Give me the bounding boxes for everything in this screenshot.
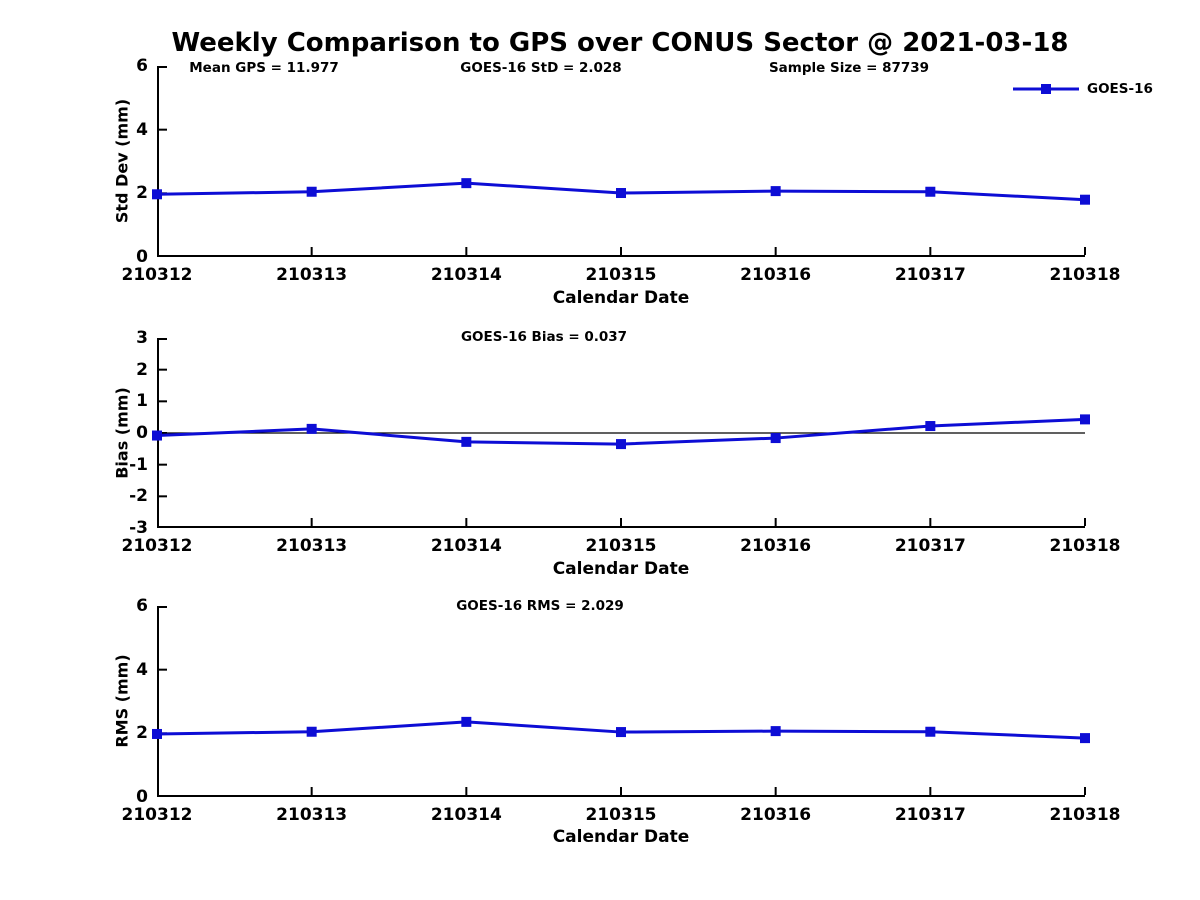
legend-line-marker-icon — [1013, 84, 1079, 94]
y-tick-label: 6 — [136, 56, 148, 76]
y-tick-label: 1 — [136, 391, 148, 412]
data-point-marker — [152, 728, 162, 739]
stat-mean-gps: Mean GPS = 11.977 — [189, 60, 339, 76]
x-tick-label: 210314 — [430, 805, 502, 825]
plot-area-bias — [152, 338, 1090, 528]
y-tick-label: 3 — [136, 328, 148, 348]
data-point-marker — [152, 189, 162, 200]
data-point-marker — [616, 439, 626, 450]
y-tick-label: 0 — [136, 423, 148, 443]
data-point-marker — [925, 726, 936, 737]
x-tick-label: 210317 — [894, 265, 966, 285]
x-axis-label-3: Calendar Date — [552, 827, 690, 847]
plot-area-rms — [152, 606, 1090, 797]
y-tick-label: 2 — [136, 723, 148, 744]
data-point-marker — [461, 436, 472, 447]
x-tick-label: 210318 — [1049, 536, 1121, 556]
x-tick-label: 210313 — [276, 265, 348, 285]
data-point-marker — [770, 433, 781, 444]
data-point-marker — [770, 726, 781, 737]
x-tick-label: 210314 — [430, 265, 502, 285]
x-tick-label: 210315 — [585, 536, 657, 556]
data-point-marker — [925, 421, 936, 432]
y-tick-label: 0 — [136, 247, 148, 267]
plot-area-stddev — [152, 66, 1090, 257]
x-tick-label: 210312 — [121, 805, 193, 825]
x-tick-label: 210317 — [894, 536, 966, 556]
x-tick-label: 210316 — [740, 536, 812, 556]
data-point-marker — [306, 186, 317, 197]
x-axis-label-2: Calendar Date — [552, 559, 690, 579]
x-tick-label: 210313 — [276, 805, 348, 825]
x-tick-label: 210316 — [740, 805, 812, 825]
y-tick-label: 6 — [136, 596, 148, 616]
data-point-marker — [461, 178, 472, 189]
stat-sample-size: Sample Size = 87739 — [768, 60, 930, 76]
stat-goes16-bias: GOES-16 Bias = 0.037 — [460, 329, 628, 345]
data-point-marker — [1080, 733, 1090, 744]
y-tick-label: 2 — [136, 359, 148, 380]
y-axis-label-stddev: Std Dev (mm) — [112, 98, 132, 224]
x-tick-label: 210318 — [1049, 805, 1121, 825]
y-tick-label: 4 — [136, 119, 148, 140]
x-tick-label: 210318 — [1049, 265, 1121, 285]
x-tick-label: 210313 — [276, 536, 348, 556]
y-tick-label: 2 — [136, 183, 148, 204]
x-tick-label: 210316 — [740, 265, 812, 285]
data-point-marker — [1080, 194, 1090, 205]
x-tick-label: 210315 — [585, 265, 657, 285]
data-point-marker — [770, 186, 781, 197]
x-tick-label: 210314 — [430, 536, 502, 556]
data-point-marker — [616, 727, 626, 738]
x-tick-label: 210317 — [894, 805, 966, 825]
x-tick-label: 210312 — [121, 536, 193, 556]
stat-goes16-std: GOES-16 StD = 2.028 — [460, 60, 622, 76]
legend: GOES-16 — [1013, 81, 1153, 97]
y-tick-label: 0 — [136, 787, 148, 807]
data-point-marker — [1080, 414, 1090, 425]
x-axis-label-1: Calendar Date — [552, 288, 690, 308]
data-point-marker — [461, 716, 472, 727]
figure-title: Weekly Comparison to GPS over CONUS Sect… — [171, 28, 1069, 58]
legend-label: GOES-16 — [1087, 81, 1153, 97]
y-tick-label: 4 — [136, 659, 148, 680]
stat-goes16-rms: GOES-16 RMS = 2.029 — [456, 598, 624, 614]
y-tick-label: -2 — [129, 486, 148, 507]
x-tick-label: 210312 — [121, 265, 193, 285]
y-tick-label: -1 — [129, 454, 148, 475]
x-tick-label: 210315 — [585, 805, 657, 825]
y-tick-label: -3 — [129, 518, 148, 538]
data-point-marker — [925, 186, 936, 197]
data-point-marker — [306, 726, 317, 737]
data-point-marker — [616, 188, 626, 199]
data-point-marker — [152, 430, 162, 441]
data-point-marker — [306, 423, 317, 434]
